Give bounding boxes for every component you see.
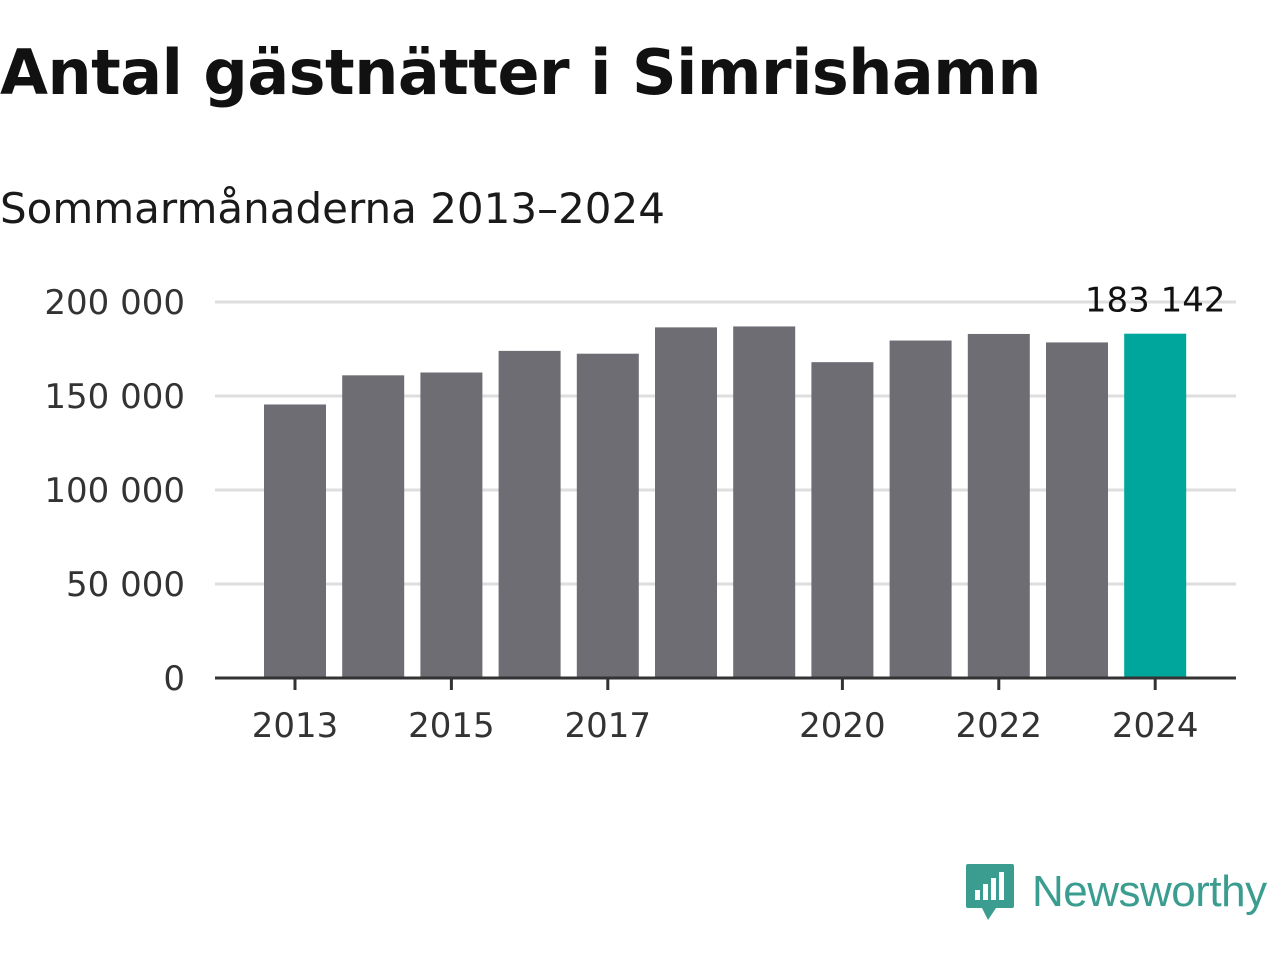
newsworthy-logo-icon — [966, 864, 1014, 920]
bar-2021 — [889, 340, 952, 678]
bar-2013 — [264, 404, 326, 678]
newsworthy-logo: Newsworthy — [964, 862, 1267, 922]
y-tick-label: 150 000 — [44, 377, 185, 417]
chart-subtitle: Sommarmånaderna 2013–2024 — [0, 184, 665, 233]
y-tick-label: 100 000 — [44, 471, 185, 511]
x-tick-label: 2017 — [565, 706, 652, 746]
bar-chart: 0 50 000 100 000 150 000 200 000 2013 2015 2017… — [44, 281, 1236, 746]
bar-2019 — [733, 326, 796, 678]
x-tick-label: 2022 — [956, 706, 1043, 746]
bar-2022 — [967, 333, 1030, 678]
y-tick-label: 50 000 — [66, 565, 185, 605]
chart-title: Antal gästnätter i Simrishamn — [0, 36, 1041, 109]
x-tick-label: 2013 — [252, 706, 339, 746]
x-tick-label: 2015 — [408, 706, 495, 746]
bar-2023 — [1046, 342, 1108, 678]
bar-2015 — [420, 372, 483, 678]
x-tick-label: 2024 — [1112, 706, 1199, 746]
data-label-2024: 183 142 — [1085, 281, 1226, 321]
bar-2017 — [576, 353, 639, 678]
brand-name: Newsworthy — [1032, 867, 1267, 916]
y-tick-label: 200 000 — [44, 283, 185, 323]
bar-2014 — [342, 375, 405, 678]
bar-2016 — [498, 350, 561, 678]
bar-2018 — [655, 327, 717, 678]
bar-2024 — [1124, 333, 1187, 678]
y-tick-label: 0 — [163, 659, 185, 699]
bar-2020 — [811, 362, 874, 678]
x-tick-label: 2020 — [799, 706, 886, 746]
